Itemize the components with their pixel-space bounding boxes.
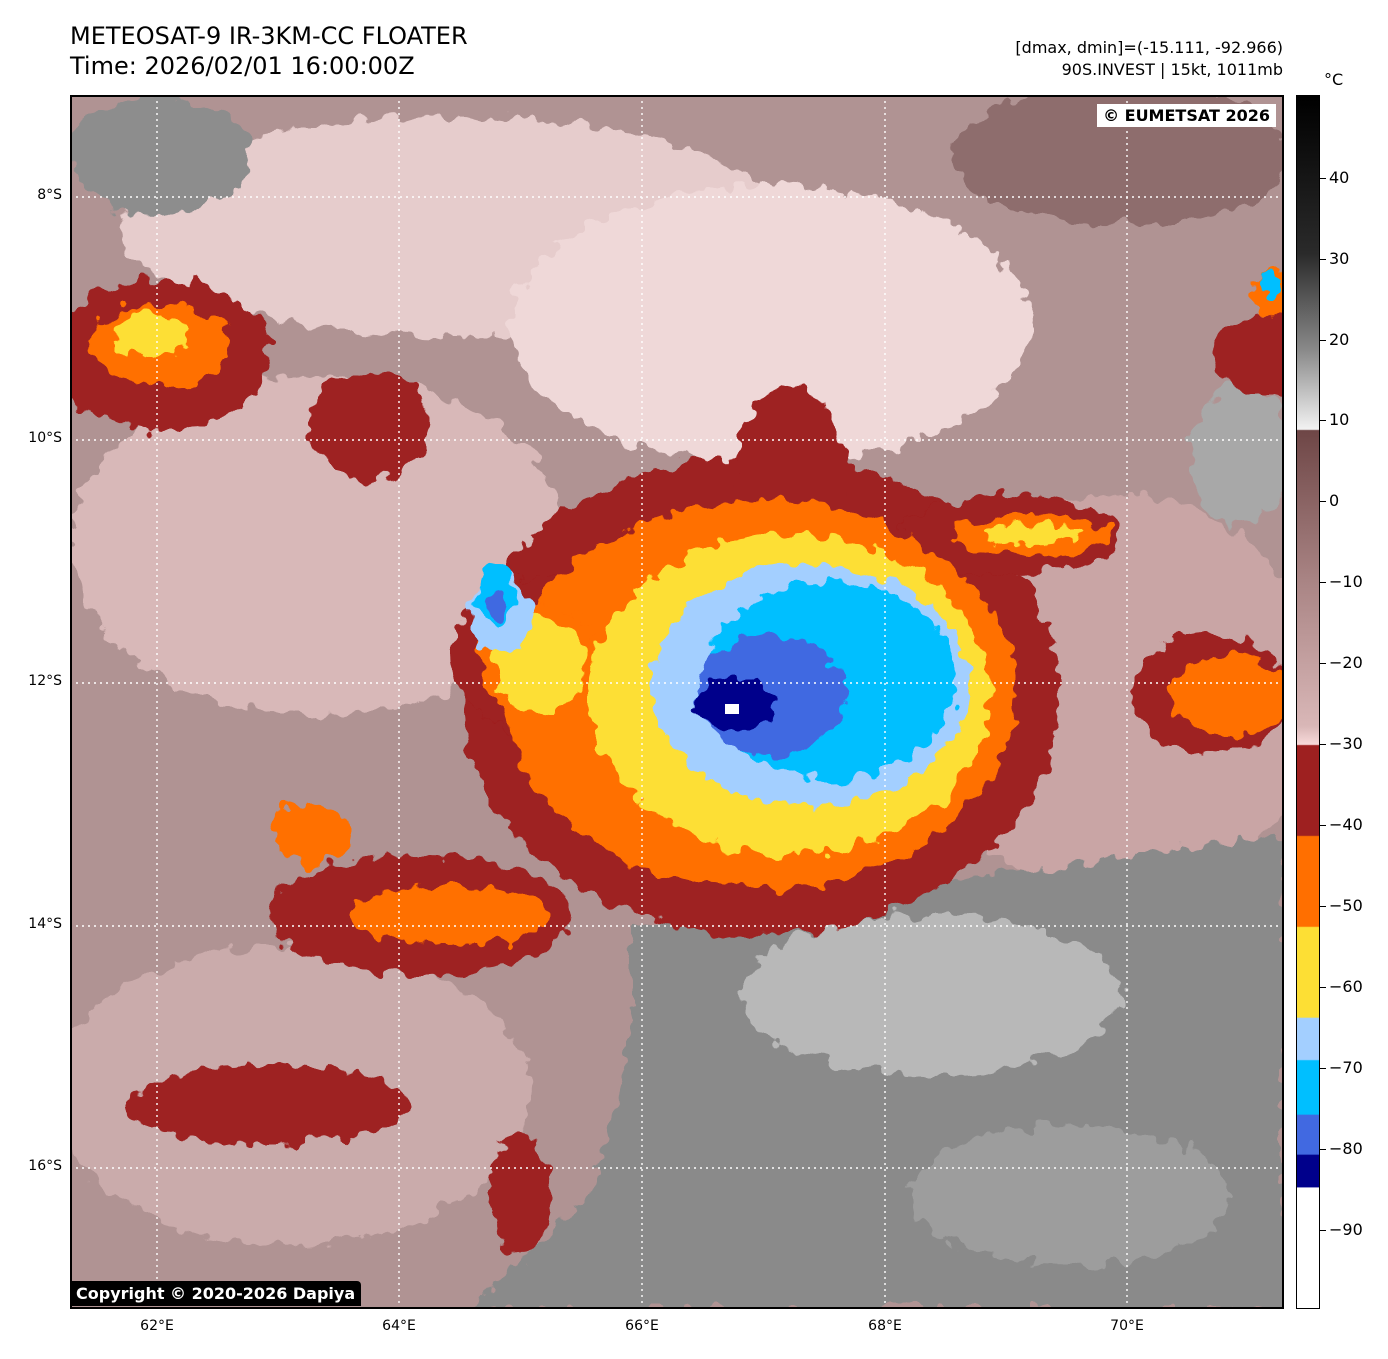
lon-label-70e: 70°E [1110, 1318, 1144, 1334]
storm-info-text: 90S.INVEST | 15kt, 1011mb [1061, 60, 1283, 79]
colorbar-tick [1320, 744, 1326, 745]
lat-label-12s: 12°S [28, 673, 62, 689]
colorbar-tick [1320, 582, 1326, 583]
colorbar-label: −80 [1329, 1139, 1363, 1158]
satellite-image [70, 95, 1284, 1309]
colorbar-label: 40 [1329, 168, 1350, 187]
colorbar-tick [1320, 259, 1326, 260]
colorbar-tick [1320, 420, 1326, 421]
colorbar-tick [1320, 663, 1326, 664]
colorbar-tick [1320, 1149, 1326, 1150]
map-frame [70, 95, 1284, 1309]
lon-label-62e: 62°E [140, 1318, 174, 1334]
colorbar-tick [1320, 1230, 1326, 1231]
colorbar-tick [1320, 987, 1326, 988]
lat-label-16s: 16°S [28, 1158, 62, 1174]
graticule [70, 95, 1284, 1309]
eumetsat-copyright: © EUMETSAT 2026 [1097, 104, 1276, 127]
colorbar-label: −10 [1329, 572, 1363, 591]
dapiya-copyright: Copyright © 2020-2026 Dapiya [70, 1281, 362, 1306]
clear-sky-region [70, 95, 1284, 1309]
colorbar-label: −90 [1329, 1220, 1363, 1239]
chart-title: METEOSAT-9 IR-3KM-CC FLOATER [70, 22, 468, 50]
lat-label-14s: 14°S [28, 916, 62, 932]
colorbar-label: 30 [1329, 249, 1350, 268]
data-range-text: [dmax, dmin]=(-15.111, -92.966) [1015, 38, 1283, 57]
lon-label-64e: 64°E [382, 1318, 416, 1334]
colorbar-label: 10 [1329, 410, 1350, 429]
colorbar-label: 0 [1329, 491, 1340, 510]
timestamp-title: Time: 2026/02/01 16:00:00Z [70, 52, 415, 80]
colorbar [1296, 95, 1320, 1309]
convective-cloud-shield [70, 270, 1284, 1255]
lat-label-8s: 8°S [37, 187, 62, 203]
colorbar-tick [1320, 825, 1326, 826]
colorbar-label: −60 [1329, 977, 1363, 996]
lat-label-10s: 10°S [28, 430, 62, 446]
colorbar-label: −50 [1329, 896, 1363, 915]
colorbar-unit: °C [1324, 70, 1344, 89]
coldest-pixel [725, 704, 739, 714]
colorbar-tick [1320, 178, 1326, 179]
colorbar-label: −30 [1329, 734, 1363, 753]
colorbar-label: 20 [1329, 330, 1350, 349]
lon-label-66e: 66°E [625, 1318, 659, 1334]
colorbar-label: −40 [1329, 815, 1363, 834]
colorbar-tick [1320, 501, 1326, 502]
colorbar-label: −20 [1329, 653, 1363, 672]
colorbar-tick [1320, 340, 1326, 341]
colorbar-tick [1320, 906, 1326, 907]
lon-label-68e: 68°E [868, 1318, 902, 1334]
colorbar-tick [1320, 1068, 1326, 1069]
colorbar-label: −70 [1329, 1058, 1363, 1077]
